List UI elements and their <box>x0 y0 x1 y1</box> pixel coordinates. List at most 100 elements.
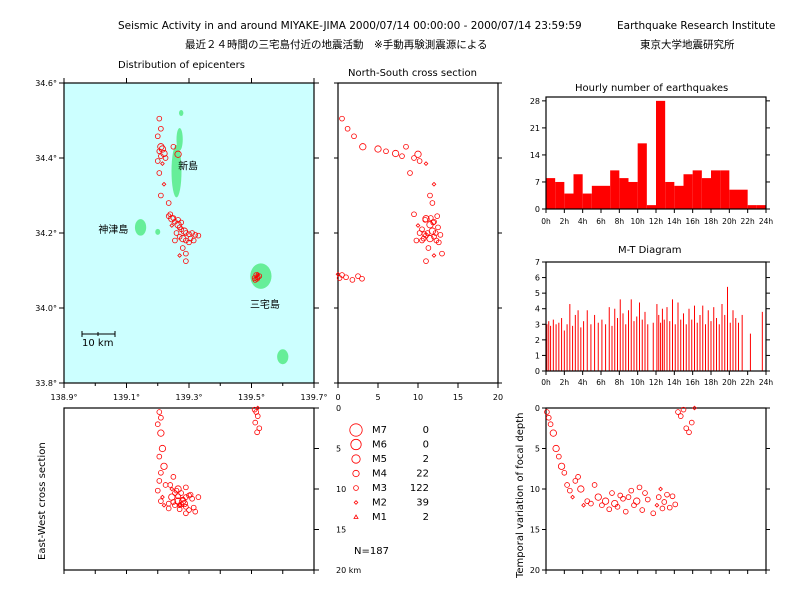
hourly-y-tick-label: 14 <box>530 151 540 160</box>
epicenter-mark <box>183 237 189 244</box>
map-x-tick-label: 139.7° <box>301 393 328 402</box>
epicenter-mark <box>154 133 161 140</box>
epicenter-mark <box>158 192 164 199</box>
td-event-mark <box>594 493 602 501</box>
map-x-tick-label: 139.5° <box>238 393 265 402</box>
td-event-mark <box>552 444 560 453</box>
td-event-mark <box>680 406 687 413</box>
ew-event-mark <box>169 486 175 492</box>
ew-ylabel: East-West cross section <box>37 442 48 560</box>
td-event-mark <box>617 492 624 499</box>
island-shape <box>155 228 161 235</box>
mt-x-tick-label: 20h <box>722 378 737 387</box>
hourly-bar <box>747 205 757 209</box>
island-shape <box>176 128 183 151</box>
ew-event-mark <box>195 494 202 500</box>
epicenter-mark <box>178 219 184 226</box>
epicenter-mark <box>183 250 189 257</box>
hourly-bar <box>573 174 583 209</box>
epicenter-mark <box>183 230 189 236</box>
legend-label: M2 <box>372 498 387 509</box>
td-ylabel: Temporal variation of focal depth <box>515 412 526 579</box>
ew-event-mark <box>158 498 164 504</box>
ew-event-mark <box>158 444 167 453</box>
ew-event-mark <box>157 429 165 437</box>
ns-event-mark <box>414 150 422 158</box>
ew-event-mark <box>154 421 161 428</box>
institute-ja: 東京大学地震研究所 <box>640 38 735 51</box>
hourly-ticks: 0 7 14 21 28 0h 2h 4h 6h 8h 10h 12h 14h 16h 18h 20h 22h 2… <box>530 97 774 226</box>
td-ticks: 0 5 10 15 20 <box>530 404 770 575</box>
ew-y-tick-label: 10 <box>336 485 346 494</box>
td-y-tick-label: 0 <box>535 404 540 413</box>
epicenter-mark <box>252 277 259 283</box>
ns-event-mark <box>427 192 433 199</box>
ns-event-mark <box>411 155 417 161</box>
hourly-bars <box>546 100 766 209</box>
ew-cross-section: 0 5 10 15 20 km East-West cross section <box>37 404 361 575</box>
ns-event-mark <box>423 161 429 166</box>
place-label: 新島 <box>178 159 198 172</box>
ns-event-mark <box>427 215 434 221</box>
td-event-mark <box>659 505 666 512</box>
ew-event-mark <box>179 497 187 505</box>
epicenter-mark <box>170 215 177 221</box>
legend-symbol <box>353 500 359 505</box>
ns-event-mark <box>413 237 420 244</box>
legend-label: M7 <box>372 425 387 436</box>
hourly-x-tick-label: 12h <box>649 217 664 226</box>
hourly-bar <box>720 170 730 209</box>
ew-ticks: 0 5 10 15 20 km <box>63 404 361 575</box>
td-event-mark <box>547 421 554 428</box>
hourly-bar <box>619 178 629 209</box>
hourly-bar <box>546 178 556 209</box>
hourly-bar <box>729 189 739 209</box>
epicenter-mark <box>172 237 178 244</box>
ns-event-mark <box>431 181 437 187</box>
mt-x-tick-label: 22h <box>741 378 756 387</box>
ns-event-mark <box>355 273 361 279</box>
ew-event-mark <box>186 507 192 513</box>
td-y-tick-label: 15 <box>530 526 540 535</box>
hourly-bar <box>674 185 684 209</box>
ew-event-mark <box>183 504 189 510</box>
epicenter-mark <box>173 230 180 236</box>
hourly-x-tick-label: 6h <box>596 217 606 226</box>
hourly-bar <box>683 174 693 209</box>
legend-label: M6 <box>372 440 387 451</box>
ns-title: North-South cross section <box>348 68 477 79</box>
ns-event-mark <box>411 211 417 218</box>
ew-event-mark <box>183 484 189 491</box>
ns-event-mark <box>359 143 367 151</box>
ew-event-mark <box>170 474 177 480</box>
td-event-mark <box>564 482 570 488</box>
ew-y-tick-label: 0 <box>336 404 341 413</box>
epicenter-mark <box>190 237 197 244</box>
ns-frame <box>337 82 499 384</box>
hourly-bar <box>665 181 675 209</box>
mt-y-tick-label: 3 <box>535 320 540 329</box>
place-label: 神津島 <box>98 223 128 236</box>
legend-symbol <box>353 514 359 519</box>
td-event-mark <box>606 506 613 513</box>
magnitude-legend: M7 0 M6 0 M5 2 M4 22 M3 122 M2 39 M1 2 <box>349 423 429 523</box>
epicenter-mark <box>162 155 169 161</box>
ns-event-mark <box>407 170 413 176</box>
mt-x-tick-label: 24h <box>759 378 774 387</box>
ew-event-mark <box>172 490 178 496</box>
hourly-bar <box>610 170 620 209</box>
mt-x-tick-label: 2h <box>560 378 570 387</box>
epicenter-mark <box>154 158 161 164</box>
mt-y-tick-label: 7 <box>535 258 540 267</box>
ns-event-mark <box>399 153 405 159</box>
legend-symbol <box>350 438 362 451</box>
td-event-mark <box>644 496 651 503</box>
epicenter-mark <box>157 143 165 151</box>
epicenter-mark <box>176 224 183 231</box>
hourly-x-tick-label: 2h <box>560 217 570 226</box>
ns-ticks: 0 5 10 15 20 <box>334 82 503 402</box>
mt-y-tick-label: 1 <box>535 351 540 360</box>
hourly-bar <box>756 205 766 209</box>
